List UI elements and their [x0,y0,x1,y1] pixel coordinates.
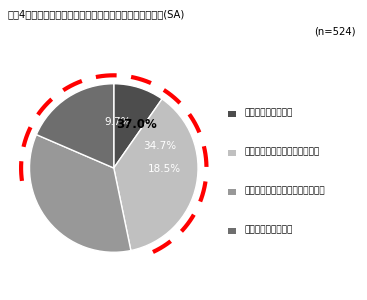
Text: 18.5%: 18.5% [148,164,181,174]
Text: (n=524): (n=524) [315,27,356,37]
Wedge shape [36,84,114,168]
Wedge shape [114,84,162,168]
Text: 34.7%: 34.7% [143,141,176,151]
Text: どちらかといえば不安に感じない: どちらかといえば不安に感じない [244,186,325,195]
Text: 今年4月に入社した新入社員に対して不安を感じますか？(SA): 今年4月に入社した新入社員に対して不安を感じますか？(SA) [7,9,185,19]
Wedge shape [114,99,198,250]
Wedge shape [29,135,131,252]
Text: 全く不安に感じない: 全く不安に感じない [244,225,292,234]
Text: 9.7%: 9.7% [105,117,131,127]
Text: どちらかといえば不安に感じる: どちらかといえば不安に感じる [244,147,319,156]
Text: 37.0%: 37.0% [116,118,157,131]
Text: とても不安に感じる: とても不安に感じる [244,108,292,117]
